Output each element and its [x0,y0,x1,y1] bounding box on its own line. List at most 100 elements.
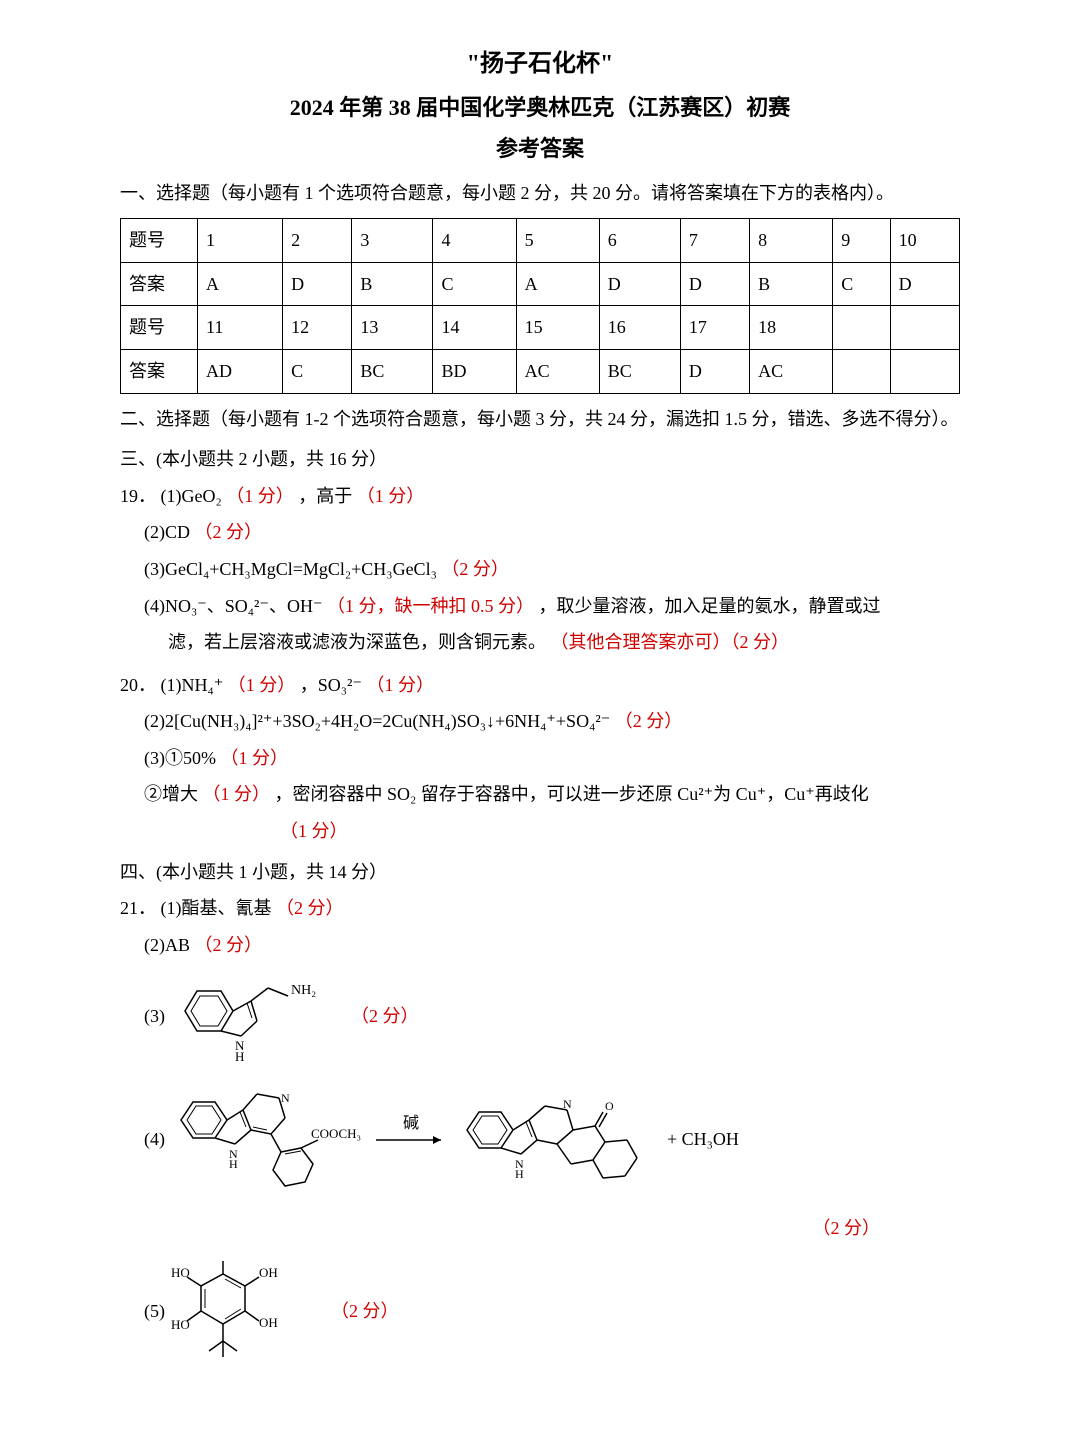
q20-4c: ，密闭容器中 SO₂ 留存于容器中，可以进一步还原 Cu²⁺为 Cu⁺，Cu⁺再… [275,784,869,804]
section-3-heading: 三、(本小题共 2 小题，共 16 分） [120,444,960,475]
table-cell: B [750,262,833,306]
ans-label: 答案 [121,349,198,393]
table-cell: 16 [599,306,680,350]
q20-4d: （1 分） [280,821,348,841]
table-cell: 13 [352,306,433,350]
q19-4: (4)NO₃⁻、SO₄²⁻、OH⁻ （1 分，缺一种扣 0.5 分） ，取少量溶… [120,591,960,622]
ho-label: HO [171,1265,190,1280]
q21-5a: (5) [144,1296,165,1327]
q21-2a: (2)AB [144,935,190,955]
table-cell: D [283,262,352,306]
q20-1b: （1 分） [228,675,296,695]
q19-1d: （1 分） [357,486,425,506]
q20-3: (3)①50% （1 分） [120,743,960,774]
base-label: 碱 [403,1114,419,1132]
section-1-heading: 一、选择题（每小题有 1 个选项符合题意，每小题 2 分，共 20 分。请将答案… [120,178,960,209]
q21-5: (5) HO OH HO OH （2 分） [120,1249,960,1374]
q20-4: ②增大 （1 分） ，密闭容器中 SO₂ 留存于容器中，可以进一步还原 Cu²⁺… [120,779,960,810]
ans-label: 答案 [121,262,198,306]
table-cell [833,306,890,350]
table-cell [890,349,959,393]
table-cell: 8 [750,219,833,263]
svg-text:H: H [515,1167,524,1181]
q-num: 19． [120,486,156,506]
q21-1b: （2 分） [276,898,344,918]
table-cell: 2 [283,219,352,263]
table-cell: 18 [750,306,833,350]
q20-3a: (3)①50% [144,748,216,768]
cooch3-label: COOCH₃ [311,1126,361,1141]
q19-3a: (3)GeCl₄+CH₃MgCl=MgCl₂+CH₃GeCl₃ [144,559,437,579]
nh2-label: NH₂ [291,983,316,998]
q20-4a: ②增大 [144,784,198,804]
q21-2: (2)AB （2 分） [120,930,960,961]
reaction-arrow-icon: 碱 [371,1110,451,1170]
table-cell: A [516,262,599,306]
table-cell: AC [750,349,833,393]
row-label: 题号 [121,219,198,263]
q19-2a: (2)CD [144,522,190,542]
question-19: 19． (1)GeO₂ （1 分） ，高于 （1 分） [120,481,960,512]
table-cell: D [890,262,959,306]
table-cell [890,306,959,350]
table-cell: 4 [433,219,516,263]
q21-1a: (1)酯基、氰基 [161,898,272,918]
question-21: 21． (1)酯基、氰基 （2 分） [120,893,960,924]
h-label: H [235,1049,244,1064]
table-cell: 14 [433,306,516,350]
q19-1a: (1)GeO₂ [161,486,222,506]
table-cell: 11 [198,306,283,350]
q19-4d: 滤，若上层溶液或滤液为深蓝色，则含铜元素。 [168,632,546,652]
q19-2: (2)CD （2 分） [120,517,960,548]
table-row: 答案 A D B C A D D B C D [121,262,960,306]
q20-1c: ，SO₃²⁻ [300,675,362,695]
section-1: 一、选择题（每小题有 1 个选项符合题意，每小题 2 分，共 20 分。请将答案… [120,178,960,394]
table-cell: C [833,262,890,306]
product-structure-icon: N H N O [459,1080,659,1200]
reactant-structure-icon: N H N COOCH₃ [173,1072,363,1207]
phenol-structure-icon: HO OH HO OH [173,1249,303,1374]
q20-4-cont: （1 分） [120,816,960,847]
section-4-heading: 四、(本小题共 1 小题，共 14 分） [120,857,960,888]
answer-key-title: 参考答案 [120,130,960,167]
table-cell: C [433,262,516,306]
table-cell: D [680,349,749,393]
q19-4c: ，取少量溶液，加入足量的氨水，静置或过 [538,596,880,616]
q20-2: (2)2[Cu(NH₃)₄]²⁺+3SO₂+4H₂O=2Cu(NH₄)SO₃↓+… [120,706,960,737]
o-label: O [605,1099,614,1113]
q19-1c: ，高于 [298,486,352,506]
q19-4a: (4)NO₃⁻、SO₄²⁻、OH⁻ [144,596,322,616]
q21-3: (3) N H NH₂ （2 分） [120,966,960,1066]
oh-label-2: OH [259,1315,278,1330]
q20-1d: （1 分） [366,675,434,695]
table-cell: 9 [833,219,890,263]
table-cell: 10 [890,219,959,263]
table-cell [833,349,890,393]
table-cell: 3 [352,219,433,263]
q21-3a: (3) [144,1001,165,1032]
q19-3: (3)GeCl₄+CH₃MgCl=MgCl₂+CH₃GeCl₃ （2 分） [120,554,960,585]
table-cell: 17 [680,306,749,350]
q-num: 21． [120,898,156,918]
q20-4b: （1 分） [203,784,271,804]
table-cell: AD [198,349,283,393]
table-row: 答案 AD C BC BD AC BC D AC [121,349,960,393]
answer-table: 题号 1 2 3 4 5 6 7 8 9 10 答案 A D B C A D D… [120,218,960,393]
row-label: 题号 [121,306,198,350]
q19-4e: （其他合理答案亦可）（2 分） [551,632,790,652]
table-cell: D [680,262,749,306]
table-cell: 12 [283,306,352,350]
svg-text:N: N [563,1097,572,1111]
table-cell: BC [599,349,680,393]
q21-2b: （2 分） [195,935,263,955]
main-title: 2024 年第 38 届中国化学奥林匹克（江苏赛区）初赛 [120,89,960,126]
question-20: 20． (1)NH₄⁺ （1 分） ，SO₃²⁻ （1 分） [120,670,960,701]
svg-text:H: H [229,1157,238,1171]
q20-2b: （2 分） [615,711,683,731]
table-cell: 6 [599,219,680,263]
q19-4-cont: 滤，若上层溶液或滤液为深蓝色，则含铜元素。 （其他合理答案亦可）（2 分） [120,627,960,658]
table-cell: AC [516,349,599,393]
q21-5b: （2 分） [331,1296,399,1327]
q-num: 20． [120,675,156,695]
table-cell: A [198,262,283,306]
